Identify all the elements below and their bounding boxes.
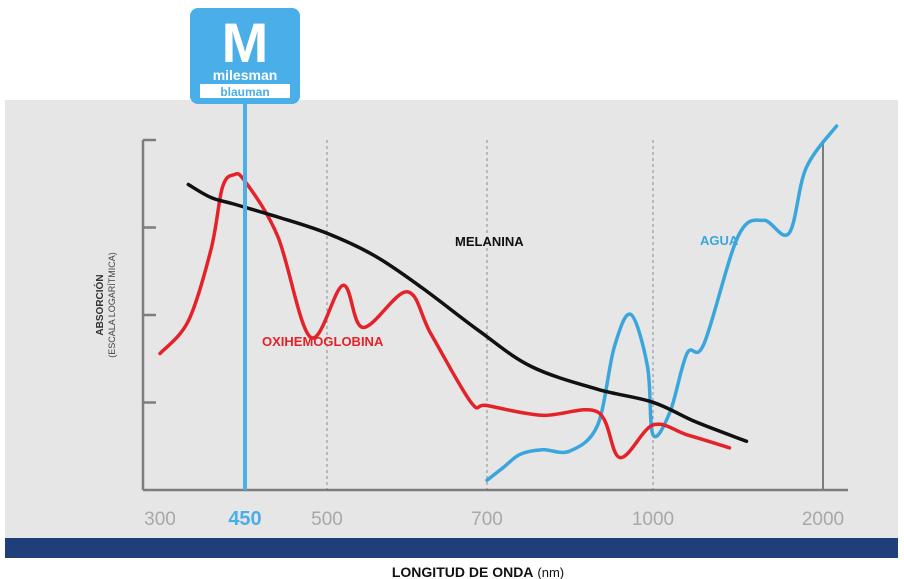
series-line-agua: [485, 124, 839, 483]
series-line-oxihemoglobina: [158, 171, 732, 460]
x-tick-labels: 300 450 500 700 1000 2000: [144, 508, 844, 530]
x-axis-title: LONGITUD DE ONDA (nm): [392, 564, 564, 579]
series-lines: [158, 124, 839, 483]
x-tick-label-2000: 2000: [802, 509, 844, 530]
x-tick-label-300: 300: [144, 509, 176, 530]
series-label-melanina: MELANINA: [455, 234, 524, 249]
x-tick-label-450: 450: [228, 508, 261, 530]
series-label-oxihemoglobina: OXIHEMOGLOBINA: [262, 334, 384, 349]
x-axis-title-unit: (nm): [537, 565, 564, 579]
logo-name: milesman: [213, 67, 278, 83]
series-label-agua: AGUA: [700, 233, 739, 248]
x-axis-title-main: LONGITUD DE ONDA: [392, 564, 534, 579]
logo-letter: M: [222, 11, 269, 74]
chart-panel: [5, 100, 898, 538]
series-line-melanina: [186, 182, 749, 444]
x-tick-label-500: 500: [311, 509, 343, 530]
y-axis-title: ABSORCIÓN: [93, 274, 106, 335]
footer-band: [5, 538, 898, 558]
y-axis-ticks: [143, 138, 156, 404]
logo-subname: blauman: [220, 85, 269, 99]
y-axis-subtitle: (ESCALA LOGARÍTMICA): [107, 252, 117, 358]
series-labels: MELANINA OXIHEMOGLOBINA AGUA: [262, 233, 739, 349]
x-tick-label-1000: 1000: [632, 509, 674, 530]
milesman-logo: M milesman blauman: [190, 8, 300, 104]
x-tick-label-700: 700: [471, 509, 503, 530]
logo-subname-bg: [200, 84, 290, 98]
logo-badge: [190, 8, 300, 104]
